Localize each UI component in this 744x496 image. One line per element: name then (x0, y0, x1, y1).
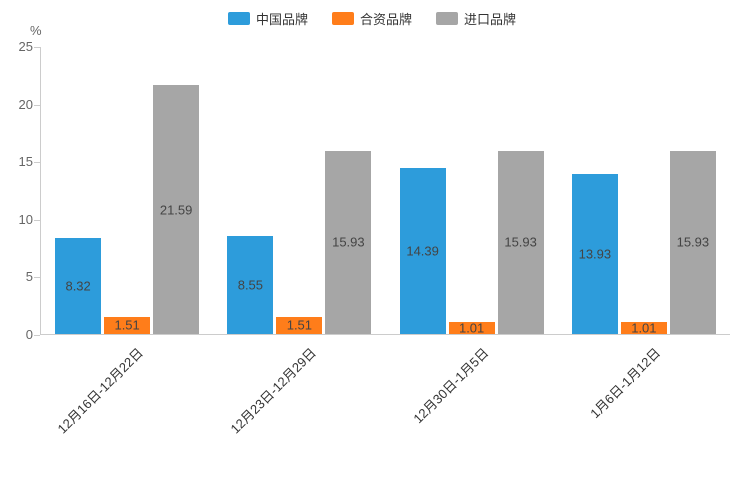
y-tick-mark (34, 220, 40, 221)
bar-import-brand: 15.93 (669, 150, 716, 334)
y-tick-mark (34, 277, 40, 278)
y-tick-label: 20 (18, 96, 33, 112)
legend-item-import-brand[interactable]: 进口品牌 (436, 9, 516, 28)
bar-value-label: 15.93 (504, 234, 537, 250)
bar-value-label: 1.51 (286, 317, 313, 333)
bar-import-brand: 15.93 (497, 150, 544, 334)
legend: 中国品牌 合资品牌 进口品牌 (0, 9, 744, 28)
legend-marker-import-brand (436, 12, 458, 25)
bar-group: 14.39 1.01 15.93 (399, 150, 544, 336)
legend-marker-joint-venture-brand (331, 12, 354, 25)
x-category-label: 12月23日-12月29日 (227, 345, 319, 437)
plot-area: 8.32 1.51 21.59 8.55 1.51 15.93 14.39 1.01 15.93… (40, 47, 730, 336)
bar-value-label: 1.01 (458, 320, 485, 336)
bar-joint-venture-brand: 1.01 (448, 320, 495, 336)
bar-import-brand: 21.59 (153, 85, 200, 334)
bar-china-brand: 8.32 (55, 238, 102, 334)
bar-group: 8.32 1.51 21.59 (55, 85, 200, 334)
y-tick-mark (34, 162, 40, 163)
y-tick-mark (34, 335, 40, 336)
y-tick-mark (34, 47, 40, 48)
bar-value-label: 8.32 (65, 278, 91, 294)
y-tick-label: 25 (18, 39, 33, 54)
legend-item-china-brand[interactable]: 中国品牌 (227, 9, 308, 28)
bar-joint-venture-brand: 1.51 (104, 316, 151, 334)
bar-value-label: 1.01 (631, 320, 657, 336)
bar-china-brand: 8.55 (227, 235, 274, 334)
y-tick-label: 0 (25, 327, 33, 342)
bar-import-brand: 15.93 (325, 150, 372, 334)
x-category-label: 12月30日-1月5日 (409, 345, 491, 427)
legend-label-china-brand: 中国品牌 (255, 12, 308, 27)
legend-label-import-brand: 进口品牌 (464, 12, 517, 27)
bar-value-label: 14.39 (406, 243, 439, 259)
bar-china-brand: 14.39 (399, 168, 446, 334)
bar-value-label: 8.55 (237, 277, 264, 293)
bar-value-label: 15.93 (332, 234, 365, 250)
y-tick-mark (34, 105, 40, 106)
bar-value-label: 15.93 (676, 234, 710, 250)
y-tick-label: 15 (18, 154, 33, 170)
bar-value-label: 1.51 (114, 317, 140, 333)
bar-joint-venture-brand: 1.51 (276, 316, 323, 334)
bar-value-label: 13.93 (578, 246, 612, 262)
bar-group: 8.55 1.51 15.93 (227, 150, 372, 334)
y-axis-unit-label: % (30, 23, 42, 38)
x-category-label: 1月6日-1月12日 (587, 345, 664, 422)
y-tick-label: 10 (18, 211, 33, 227)
legend-marker-china-brand (227, 12, 250, 25)
legend-label-joint-venture-brand: 合资品牌 (359, 12, 412, 27)
y-tick-label: 5 (25, 269, 33, 285)
legend-item-joint-venture-brand[interactable]: 合资品牌 (331, 9, 412, 28)
bar-value-label: 21.59 (159, 202, 193, 218)
bar-group: 13.93 1.01 15.93 (571, 150, 716, 336)
x-category-label: 12月16日-12月22日 (54, 345, 146, 437)
bar-china-brand: 13.93 (571, 173, 618, 334)
bar-joint-venture-brand: 1.01 (620, 320, 667, 336)
